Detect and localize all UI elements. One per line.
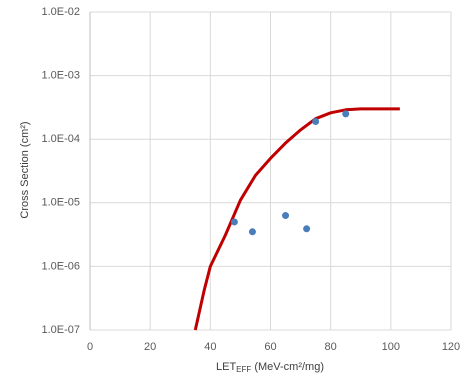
fit-line (193, 107, 400, 331)
x-tick-label: 0 (87, 341, 93, 353)
y-tick-label: 1.0E-06 (41, 260, 80, 272)
x-tick-label: 120 (442, 341, 460, 353)
y-tick-label: 1.0E-04 (41, 133, 80, 145)
y-tick-label: 1.0E-07 (41, 324, 80, 336)
x-axis-title-main: LET (216, 361, 236, 373)
y-axis-title: Cross Section (cm²) (19, 121, 31, 218)
x-tick-label: 40 (204, 341, 216, 353)
y-tick-label: 1.0E-02 (41, 6, 80, 18)
y-tick-label: 1.0E-05 (41, 197, 80, 209)
data-point (303, 225, 311, 233)
x-tick-label: 20 (144, 341, 156, 353)
x-axis-title: LETEFF (MeV-cm²/mg) (216, 361, 324, 374)
y-tick-label: 1.0E-03 (41, 70, 80, 82)
x-tick-label: 100 (382, 341, 400, 353)
x-axis-title-rest: (MeV-cm²/mg) (251, 361, 324, 373)
x-axis-title-sub: EFF (236, 365, 251, 374)
x-tick-label: 60 (264, 341, 276, 353)
data-point (230, 218, 238, 226)
data-point (312, 117, 320, 125)
x-tick-label: 80 (325, 341, 337, 353)
data-point (248, 228, 256, 236)
data-point (342, 110, 350, 118)
data-point (282, 212, 290, 220)
